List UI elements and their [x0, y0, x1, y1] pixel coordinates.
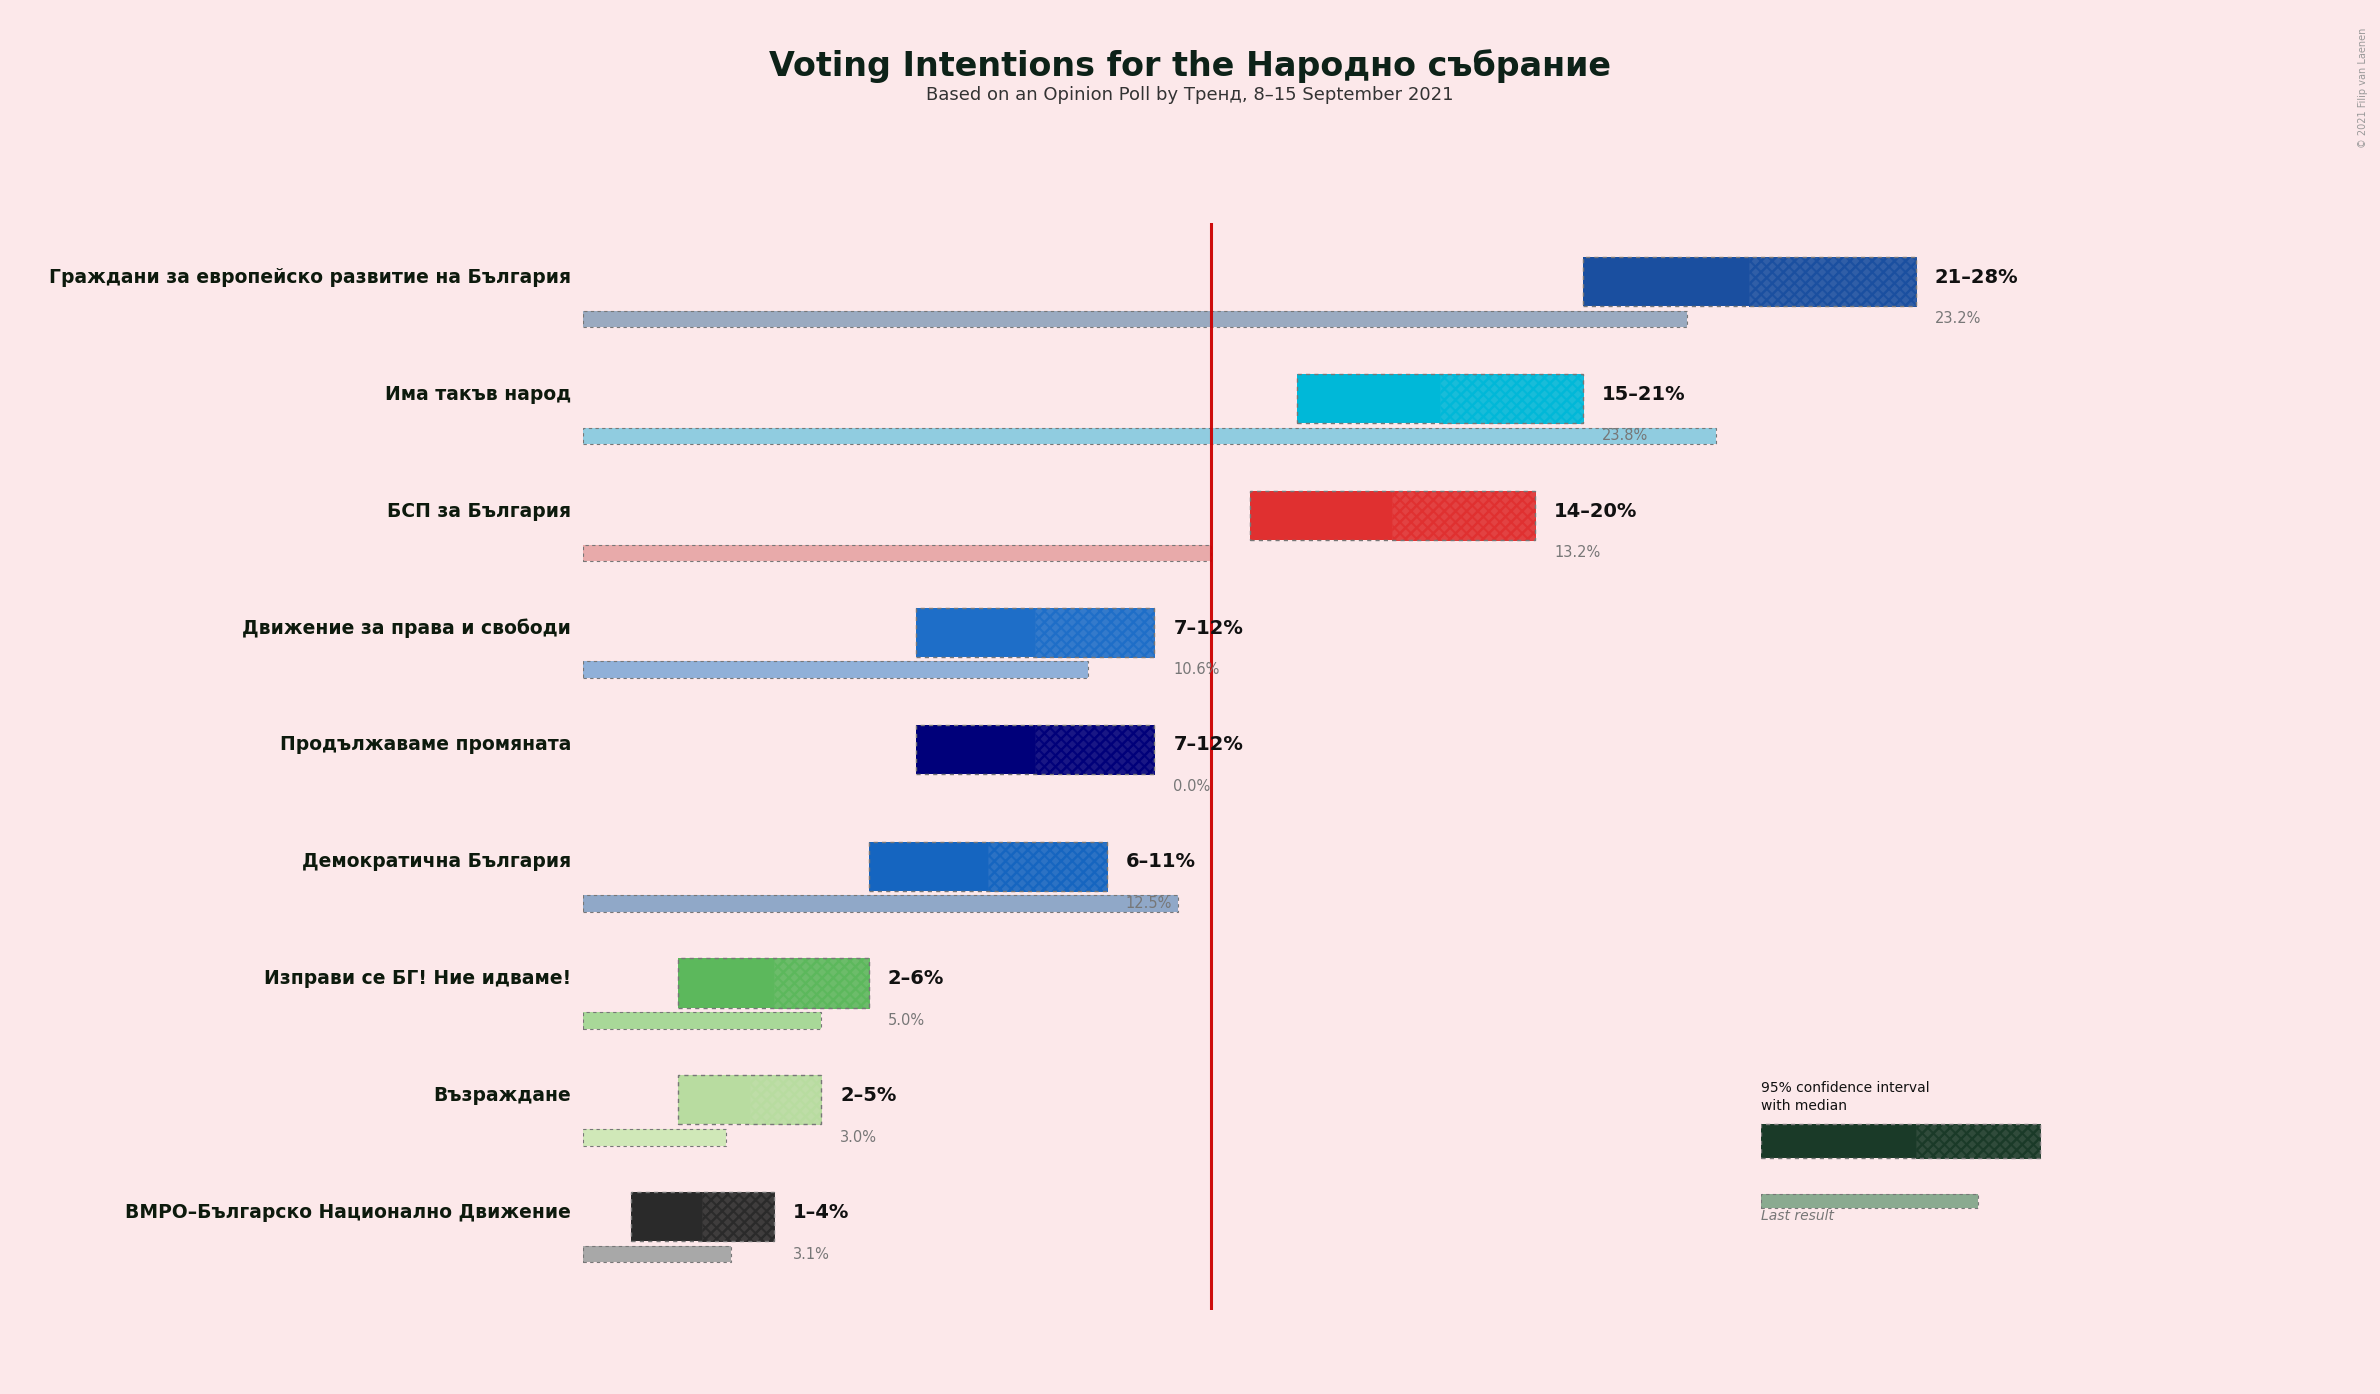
Text: 23.2%: 23.2% [1935, 311, 1980, 326]
Text: 13.2%: 13.2% [1554, 545, 1599, 560]
Text: 15–21%: 15–21% [1602, 385, 1685, 404]
Text: Last result: Last result [1761, 1209, 1835, 1223]
Bar [916, 608, 1154, 657]
Bar [1297, 374, 1583, 422]
Bar [1035, 725, 1154, 774]
Bar [1250, 491, 1535, 539]
Bar [1583, 256, 1749, 307]
Bar [1392, 491, 1535, 539]
Bar [774, 959, 869, 1008]
Bar [678, 1075, 750, 1125]
Bar [774, 959, 869, 1008]
Bar [869, 842, 988, 891]
Text: Демократична България: Демократична България [302, 852, 571, 871]
Bar [1440, 374, 1583, 422]
Bar [678, 959, 869, 1008]
Bar [1761, 1195, 1978, 1207]
Bar [702, 1192, 774, 1242]
Text: БСП за България: БСП за България [388, 502, 571, 520]
Bar [1916, 1124, 2040, 1157]
Text: Възраждане: Възраждане [433, 1086, 571, 1105]
Bar [702, 1192, 774, 1242]
Text: 23.8%: 23.8% [1602, 428, 1647, 443]
Text: 2–5%: 2–5% [840, 1086, 897, 1105]
Bar [583, 895, 1178, 912]
Bar [583, 895, 1178, 912]
Text: Voting Intentions for the Народно събрание: Voting Intentions for the Народно събран… [769, 49, 1611, 82]
Bar [1761, 1124, 2040, 1157]
Text: Изправи се БГ! Ние идваме!: Изправи се БГ! Ние идваме! [264, 969, 571, 988]
Bar [988, 842, 1107, 891]
Bar [583, 662, 1088, 677]
Bar [869, 842, 1107, 891]
Bar [583, 662, 1088, 677]
Bar [583, 1129, 726, 1146]
Bar [750, 1075, 821, 1125]
Text: 1–4%: 1–4% [793, 1203, 850, 1223]
Bar [583, 1129, 726, 1146]
Bar [583, 311, 1687, 328]
Bar [1749, 256, 1916, 307]
Bar [1440, 374, 1583, 422]
Text: 10.6%: 10.6% [1173, 662, 1219, 677]
Bar [583, 545, 1211, 560]
Bar [678, 1075, 821, 1125]
Text: 3.1%: 3.1% [793, 1246, 828, 1262]
Bar [1583, 256, 1916, 307]
Text: 3.0%: 3.0% [840, 1129, 878, 1144]
Text: ВМРО–Българско Национално Движение: ВМРО–Българско Национално Движение [126, 1203, 571, 1223]
Bar [583, 1012, 821, 1029]
Bar [1035, 608, 1154, 657]
Text: 6–11%: 6–11% [1126, 852, 1195, 871]
Text: Движение за права и свободи: Движение за права и свободи [243, 619, 571, 638]
Text: © 2021 Filip van Laenen: © 2021 Filip van Laenen [2359, 28, 2368, 148]
Bar [916, 608, 1035, 657]
Bar [1035, 725, 1154, 774]
Bar [583, 1246, 731, 1263]
Text: 7–12%: 7–12% [1173, 619, 1242, 637]
Bar [916, 725, 1154, 774]
Bar [583, 428, 1716, 445]
Bar [678, 959, 774, 1008]
Text: 5.0%: 5.0% [888, 1013, 926, 1027]
Text: 7–12%: 7–12% [1173, 736, 1242, 754]
Bar [1761, 1195, 1978, 1207]
Bar [1749, 256, 1916, 307]
Text: Based on an Opinion Poll by Тренд, 8–15 September 2021: Based on an Opinion Poll by Тренд, 8–15 … [926, 86, 1454, 105]
Bar [583, 545, 1211, 560]
Bar [631, 1192, 702, 1242]
Bar [1250, 491, 1392, 539]
Text: 14–20%: 14–20% [1554, 502, 1637, 520]
Bar [583, 428, 1716, 445]
Bar [750, 1075, 821, 1125]
Bar [916, 725, 1035, 774]
Text: Има такъв народ: Има такъв народ [386, 385, 571, 404]
Bar [583, 1012, 821, 1029]
Text: Продължаваме промяната: Продължаваме промяната [281, 736, 571, 754]
Text: Граждани за европейско развитие на България: Граждани за европейско развитие на Бълга… [50, 268, 571, 287]
Bar [631, 1192, 774, 1242]
Text: 0.0%: 0.0% [1173, 779, 1211, 795]
Text: 12.5%: 12.5% [1126, 896, 1171, 912]
Bar [1035, 608, 1154, 657]
Bar [583, 311, 1687, 328]
Text: 95% confidence interval
with median: 95% confidence interval with median [1761, 1082, 1930, 1112]
Text: 2–6%: 2–6% [888, 969, 945, 988]
Bar [583, 1246, 731, 1263]
Text: 21–28%: 21–28% [1935, 268, 2018, 287]
Bar [988, 842, 1107, 891]
Bar [1761, 1124, 1916, 1157]
Bar [1297, 374, 1440, 422]
Bar [1392, 491, 1535, 539]
Bar [1916, 1124, 2040, 1157]
